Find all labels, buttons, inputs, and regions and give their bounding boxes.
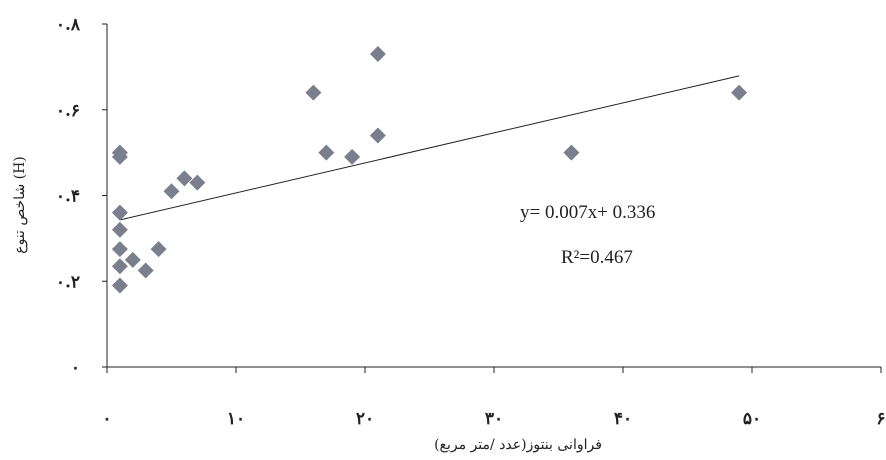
y-tick-label: ۰.۴ bbox=[56, 187, 80, 207]
data-point bbox=[369, 127, 386, 144]
data-point bbox=[369, 46, 386, 63]
data-point bbox=[124, 251, 141, 268]
data-point bbox=[111, 258, 128, 275]
y-tick-label: ۰ bbox=[71, 358, 80, 378]
x-tick-label: ۲۰ bbox=[356, 409, 374, 429]
y-tick-label: ۰.۲ bbox=[56, 272, 80, 292]
data-point bbox=[111, 144, 128, 161]
data-point bbox=[189, 174, 206, 191]
x-tick-label: ۳۰ bbox=[485, 409, 503, 429]
y-tick-label: ۰.۸ bbox=[56, 15, 81, 35]
data-points bbox=[111, 46, 748, 294]
data-point bbox=[563, 144, 580, 161]
data-point bbox=[305, 84, 322, 101]
x-axis-title: فراوانی بنتوز(عدد /متر مربع) bbox=[434, 437, 602, 453]
trendline bbox=[119, 75, 740, 221]
data-point bbox=[731, 84, 748, 101]
data-point bbox=[111, 241, 128, 258]
y-tick-label: ۰.۶ bbox=[56, 101, 80, 121]
data-point bbox=[111, 221, 128, 238]
data-point bbox=[111, 204, 128, 221]
equation-label: y= 0.007x+ 0.336 bbox=[520, 202, 655, 223]
x-tick-label: ۶ bbox=[876, 409, 885, 429]
y-axis-title: شاخص تنوع (H) bbox=[12, 156, 28, 254]
x-tick-label: ۰ bbox=[102, 409, 111, 429]
y-ticks: ۰ ۰.۲ ۰.۴ ۰.۶ ۰.۸ bbox=[56, 15, 107, 378]
data-point bbox=[176, 170, 193, 187]
data-point bbox=[137, 262, 154, 279]
r-squared-label: R²=0.467 bbox=[561, 247, 633, 268]
data-point bbox=[344, 148, 361, 165]
x-tick-label: ۵۰ bbox=[743, 409, 761, 429]
x-tick-label: ۴۰ bbox=[614, 409, 632, 429]
data-point bbox=[111, 277, 128, 294]
x-tick-label: ۱۰ bbox=[227, 409, 245, 429]
data-point bbox=[318, 144, 335, 161]
data-point bbox=[163, 183, 180, 200]
x-ticks: ۰ ۱۰ ۲۰ ۳۰ ۴۰ ۵۰ ۶ bbox=[102, 367, 886, 429]
data-point bbox=[150, 241, 167, 258]
